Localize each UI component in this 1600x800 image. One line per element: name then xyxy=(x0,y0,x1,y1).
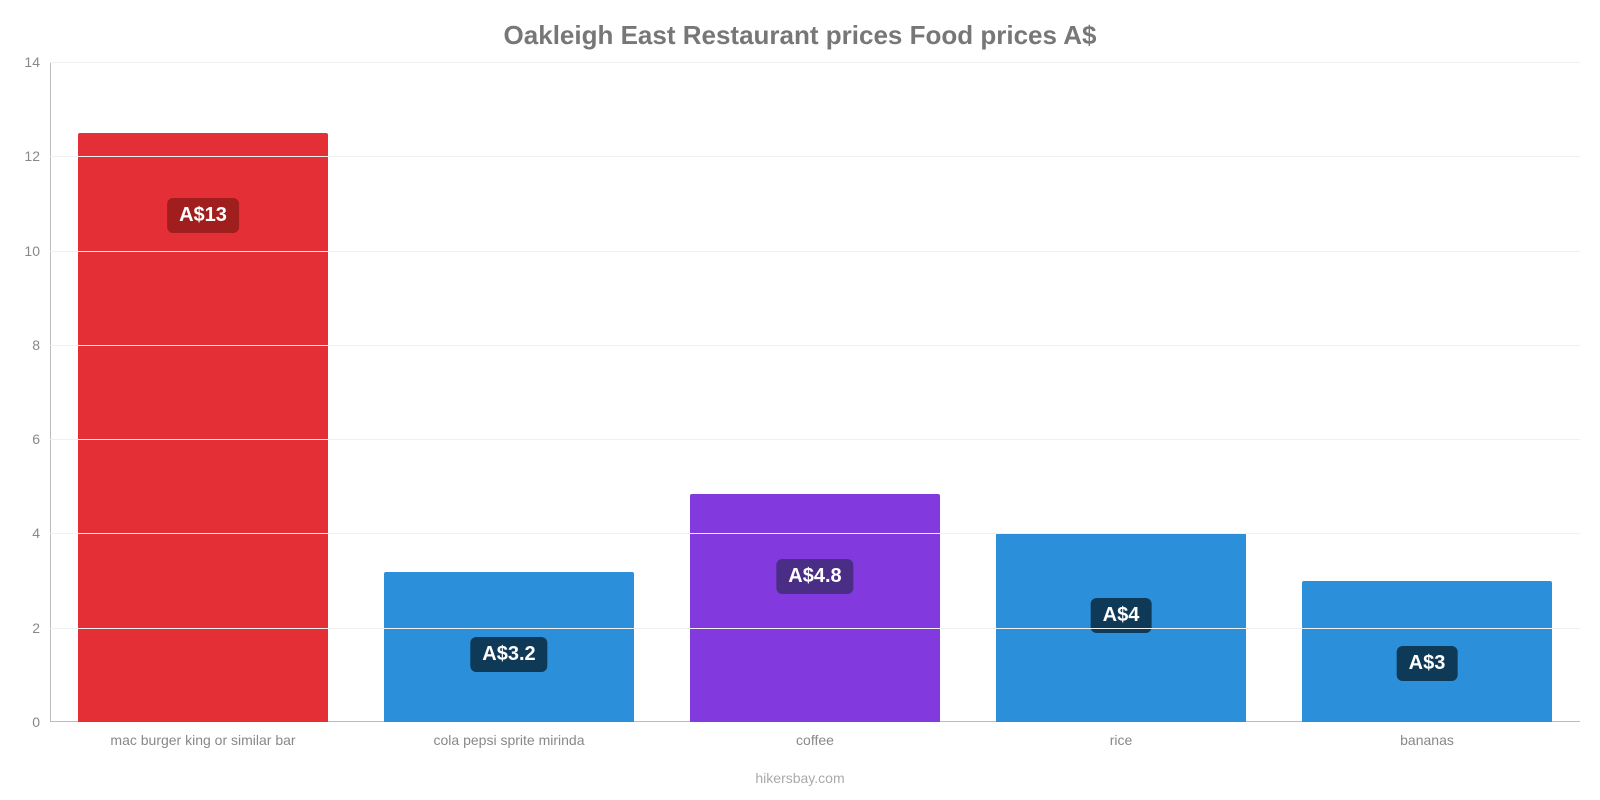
bar-value-label: A$4.8 xyxy=(776,559,853,594)
gridline xyxy=(50,345,1580,346)
bar: A$13 xyxy=(78,133,329,722)
y-tick-label: 4 xyxy=(32,525,40,541)
bar: A$3 xyxy=(1302,581,1553,722)
gridline xyxy=(50,533,1580,534)
chart-container: Oakleigh East Restaurant prices Food pri… xyxy=(0,0,1600,800)
plot-area: A$13A$3.2A$4.8A$4A$3 02468101214mac burg… xyxy=(50,62,1580,722)
y-tick-label: 10 xyxy=(24,243,40,259)
bars-group: A$13A$3.2A$4.8A$4A$3 xyxy=(50,62,1580,722)
gridline xyxy=(50,62,1580,63)
y-tick-label: 12 xyxy=(24,148,40,164)
bar-value-label: A$13 xyxy=(167,198,239,233)
x-tick-label: mac burger king or similar bar xyxy=(110,732,295,748)
chart-title: Oakleigh East Restaurant prices Food pri… xyxy=(0,20,1600,51)
x-tick-label: cola pepsi sprite mirinda xyxy=(434,732,585,748)
gridline xyxy=(50,439,1580,440)
gridline xyxy=(50,251,1580,252)
y-tick-label: 14 xyxy=(24,54,40,70)
x-tick-label: rice xyxy=(1110,732,1133,748)
y-tick-label: 0 xyxy=(32,714,40,730)
gridline xyxy=(50,628,1580,629)
y-tick-label: 6 xyxy=(32,431,40,447)
x-tick-label: coffee xyxy=(796,732,834,748)
bar-value-label: A$3.2 xyxy=(470,637,547,672)
x-tick-label: bananas xyxy=(1400,732,1454,748)
bar: A$4.8 xyxy=(690,494,941,722)
y-tick-label: 2 xyxy=(32,620,40,636)
bar-value-label: A$3 xyxy=(1397,646,1458,681)
attribution-text: hikersbay.com xyxy=(0,770,1600,786)
gridline xyxy=(50,156,1580,157)
bar: A$3.2 xyxy=(384,572,635,722)
y-tick-label: 8 xyxy=(32,337,40,353)
